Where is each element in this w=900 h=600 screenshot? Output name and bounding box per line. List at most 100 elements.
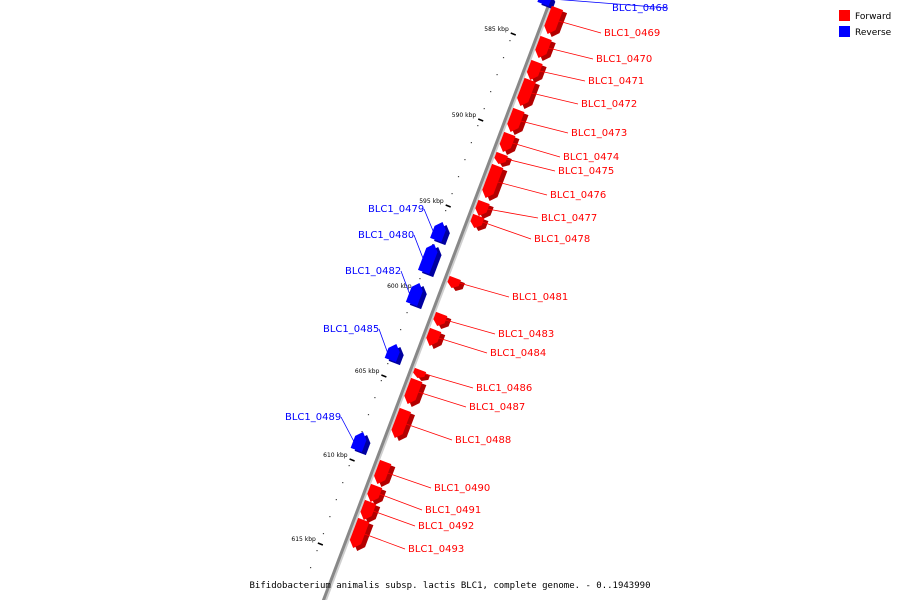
gene-blc1_0477[interactable]: BLC1_0477	[475, 199, 597, 224]
gene-arrow[interactable]	[391, 407, 412, 438]
minor-tick	[309, 567, 312, 569]
gene-arrow[interactable]	[475, 199, 490, 216]
gene-arrow[interactable]	[507, 107, 525, 132]
gene-arrow[interactable]	[433, 311, 448, 326]
gene-leader-line	[559, 0, 669, 9]
gene-blc1_0479[interactable]: BLC1_0479	[368, 204, 450, 246]
gene-arrow[interactable]	[350, 432, 367, 453]
gene-arrow[interactable]	[360, 499, 377, 520]
gene-blc1_0483[interactable]: BLC1_0483	[433, 311, 554, 340]
gene-blc1_0481[interactable]: BLC1_0481	[447, 275, 568, 303]
gene-blc1_0469[interactable]: BLC1_0469	[544, 5, 660, 39]
gene-label: BLC1_0479	[368, 204, 424, 215]
gene-arrow[interactable]	[426, 327, 442, 346]
gene-arrow[interactable]	[413, 367, 427, 378]
gene-arrow[interactable]	[404, 377, 423, 404]
gene-arrow[interactable]	[544, 5, 564, 35]
gene-blc1_0471[interactable]: BLC1_0471	[526, 59, 644, 87]
gene-arrow[interactable]	[447, 275, 461, 288]
minor-tick	[316, 550, 318, 552]
gene-arrow[interactable]	[374, 459, 392, 484]
legend-label-forward: Forward	[855, 12, 891, 22]
gene-blc1_0492[interactable]: BLC1_0492	[360, 499, 474, 532]
gene-arrow[interactable]	[535, 35, 552, 58]
gene-leader-line	[512, 142, 561, 158]
gene-leader-line	[548, 47, 594, 60]
gene-leader-line	[378, 328, 388, 353]
gene-arrow[interactable]	[494, 151, 508, 164]
gene-blc1_0474[interactable]: BLC1_0474	[499, 131, 620, 163]
gene-label: BLC1_0492	[418, 521, 474, 532]
gene-blc1_0476[interactable]: BLC1_0476	[482, 163, 606, 201]
tick-label: 605 kbp	[355, 368, 380, 375]
gene-blc1_0487[interactable]: BLC1_0487	[404, 377, 525, 413]
legend-swatch-reverse	[839, 26, 850, 37]
minor-tick	[451, 193, 453, 195]
minor-tick	[387, 363, 389, 365]
gene-arrow[interactable]	[417, 244, 438, 275]
gene-blc1_0475[interactable]: BLC1_0475	[494, 151, 614, 177]
gene-arrow[interactable]	[517, 77, 536, 106]
gene-arrow[interactable]	[482, 163, 504, 198]
minor-tick	[445, 210, 447, 212]
gene-label: BLC1_0489	[285, 412, 341, 423]
minor-tick	[483, 108, 485, 110]
gene-arrow[interactable]	[430, 222, 446, 243]
gene-label: BLC1_0477	[541, 213, 597, 224]
gene-blc1_0478[interactable]: BLC1_0478	[470, 213, 590, 245]
gene-blc1_0484[interactable]: BLC1_0484	[426, 327, 546, 359]
gene-leader-line	[413, 234, 424, 259]
gene-leader-line	[445, 319, 496, 335]
gene-arrow[interactable]	[499, 131, 516, 152]
gene-label: BLC1_0482	[345, 266, 401, 277]
gene-leader-line	[418, 391, 467, 408]
gene-arrow[interactable]	[526, 59, 543, 80]
minor-tick	[509, 40, 511, 42]
gene-leader-line	[423, 208, 434, 232]
backbone-shadow	[323, 0, 555, 600]
tick-mark	[445, 204, 451, 208]
gene-label: BLC1_0488	[455, 435, 511, 446]
gene-arrow[interactable]	[537, 0, 551, 7]
gene-blc1_0473[interactable]: BLC1_0473	[507, 107, 627, 139]
gene-arrow[interactable]	[349, 517, 370, 548]
backbone-line	[321, 0, 553, 600]
tick-mark	[317, 542, 324, 546]
minor-tick	[329, 516, 331, 518]
gene-leader-line	[387, 472, 432, 489]
scale-ticks: 585 kbp 590 kbp 595 kbp 600 kbp 605 kbp 610 k…	[291, 26, 517, 586]
gene-blc1_0482[interactable]: BLC1_0482	[345, 266, 427, 310]
gene-blc1_0485[interactable]: BLC1_0485	[323, 324, 404, 366]
minor-tick	[477, 125, 479, 127]
gene-leader-line	[373, 510, 416, 527]
gene-arrow[interactable]	[367, 483, 383, 502]
gene-arrow[interactable]	[405, 283, 423, 307]
gene-label: BLC1_0476	[550, 190, 606, 201]
legend: Forward Reverse	[839, 10, 892, 38]
gene-leader-line	[405, 423, 453, 441]
gene-blc1_0491[interactable]: BLC1_0491	[367, 483, 481, 516]
minor-tick	[490, 91, 492, 93]
tick-label: 610 kbp	[323, 452, 348, 459]
tick-mark	[349, 458, 355, 462]
gene-blc1_0490[interactable]: BLC1_0490	[374, 459, 490, 494]
tick-label: 595 kbp	[419, 198, 444, 205]
gene-leader-line	[539, 70, 586, 82]
minor-tick	[322, 533, 325, 535]
legend-swatch-forward	[839, 10, 850, 21]
gene-blc1_0489[interactable]: BLC1_0489	[285, 412, 371, 456]
tick-label: 590 kbp	[452, 112, 477, 119]
minor-tick	[502, 57, 505, 59]
gene-blc1_0486[interactable]: BLC1_0486	[413, 367, 532, 394]
gene-arrow[interactable]	[470, 213, 485, 228]
gene-blc1_0470[interactable]: BLC1_0470	[535, 35, 652, 65]
gene-features: BLC1_0468 BLC1_0469 BLC1_0470 BLC1_0471 BLC1…	[285, 0, 668, 555]
gene-label: BLC1_0472	[581, 99, 637, 110]
gene-blc1_0480[interactable]: BLC1_0480	[358, 230, 442, 278]
gene-arrow[interactable]	[384, 344, 400, 363]
gene-leader-line	[531, 92, 579, 105]
gene-blc1_0493[interactable]: BLC1_0493	[349, 517, 464, 555]
gene-blc1_0472[interactable]: BLC1_0472	[517, 77, 637, 110]
gene-blc1_0488[interactable]: BLC1_0488	[391, 407, 511, 446]
tick-label: 585 kbp	[484, 26, 509, 33]
